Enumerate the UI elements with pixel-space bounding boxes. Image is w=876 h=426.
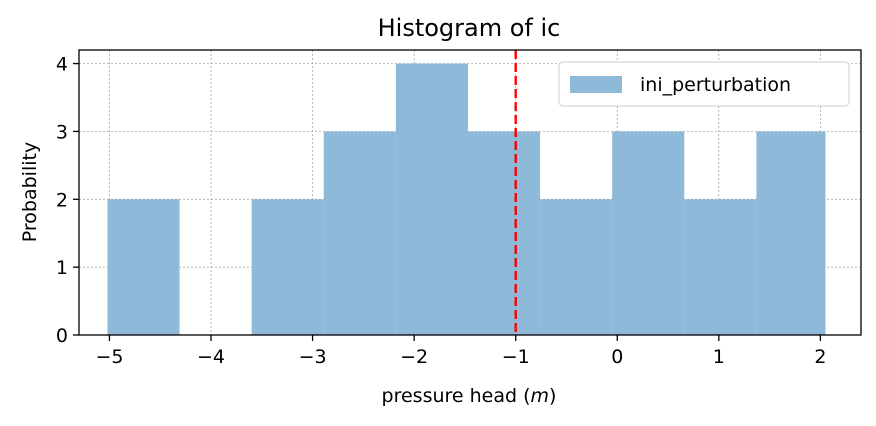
legend: ini_perturbation bbox=[558, 61, 850, 107]
y-axis-label: Probability bbox=[19, 142, 41, 242]
histogram-bar-3 bbox=[323, 131, 396, 335]
x-tick-label-7: 2 bbox=[814, 346, 826, 368]
x-tick-label-3: −2 bbox=[400, 346, 428, 368]
x-axis-ticks: −5 −4 −3 −2 −1 0 1 2 bbox=[95, 335, 826, 368]
x-tick-label-6: 1 bbox=[713, 346, 725, 368]
histogram-bar-5 bbox=[467, 131, 541, 335]
histogram-bar-2 bbox=[251, 199, 324, 335]
x-tick-label-0: −5 bbox=[95, 346, 123, 368]
y-tick-label-3: 3 bbox=[56, 121, 68, 143]
y-tick-label-2: 2 bbox=[56, 189, 68, 211]
x-axis-label-variable: m bbox=[531, 385, 550, 407]
histogram-bar-4 bbox=[395, 63, 468, 335]
histogram-bars bbox=[107, 63, 826, 335]
histogram-bar-0 bbox=[107, 199, 180, 335]
x-axis-label: pressure head (m) bbox=[382, 385, 557, 407]
x-tick-label-5: 0 bbox=[611, 346, 623, 368]
histogram-bar-8 bbox=[684, 199, 757, 335]
y-axis-ticks: 0 1 2 3 4 bbox=[56, 54, 79, 347]
x-tick-label-1: −4 bbox=[197, 346, 225, 368]
y-tick-label-4: 4 bbox=[56, 54, 68, 76]
histogram-bar-6 bbox=[540, 199, 613, 335]
x-tick-label-2: −3 bbox=[299, 346, 327, 368]
y-tick-label-0: 0 bbox=[56, 325, 68, 347]
x-axis-label-prefix: pressure head ( bbox=[382, 385, 531, 407]
x-axis-label-suffix: ) bbox=[549, 385, 556, 407]
legend-label: ini_perturbation bbox=[640, 74, 791, 96]
histogram-bar-7 bbox=[612, 131, 685, 335]
y-tick-label-1: 1 bbox=[56, 257, 68, 279]
histogram-bar-9 bbox=[756, 131, 826, 335]
axes-frame bbox=[78, 49, 862, 336]
chart-title: Histogram of ic bbox=[378, 14, 561, 42]
legend-box bbox=[558, 61, 850, 107]
legend-swatch bbox=[570, 76, 622, 93]
x-tick-label-4: −1 bbox=[502, 346, 530, 368]
